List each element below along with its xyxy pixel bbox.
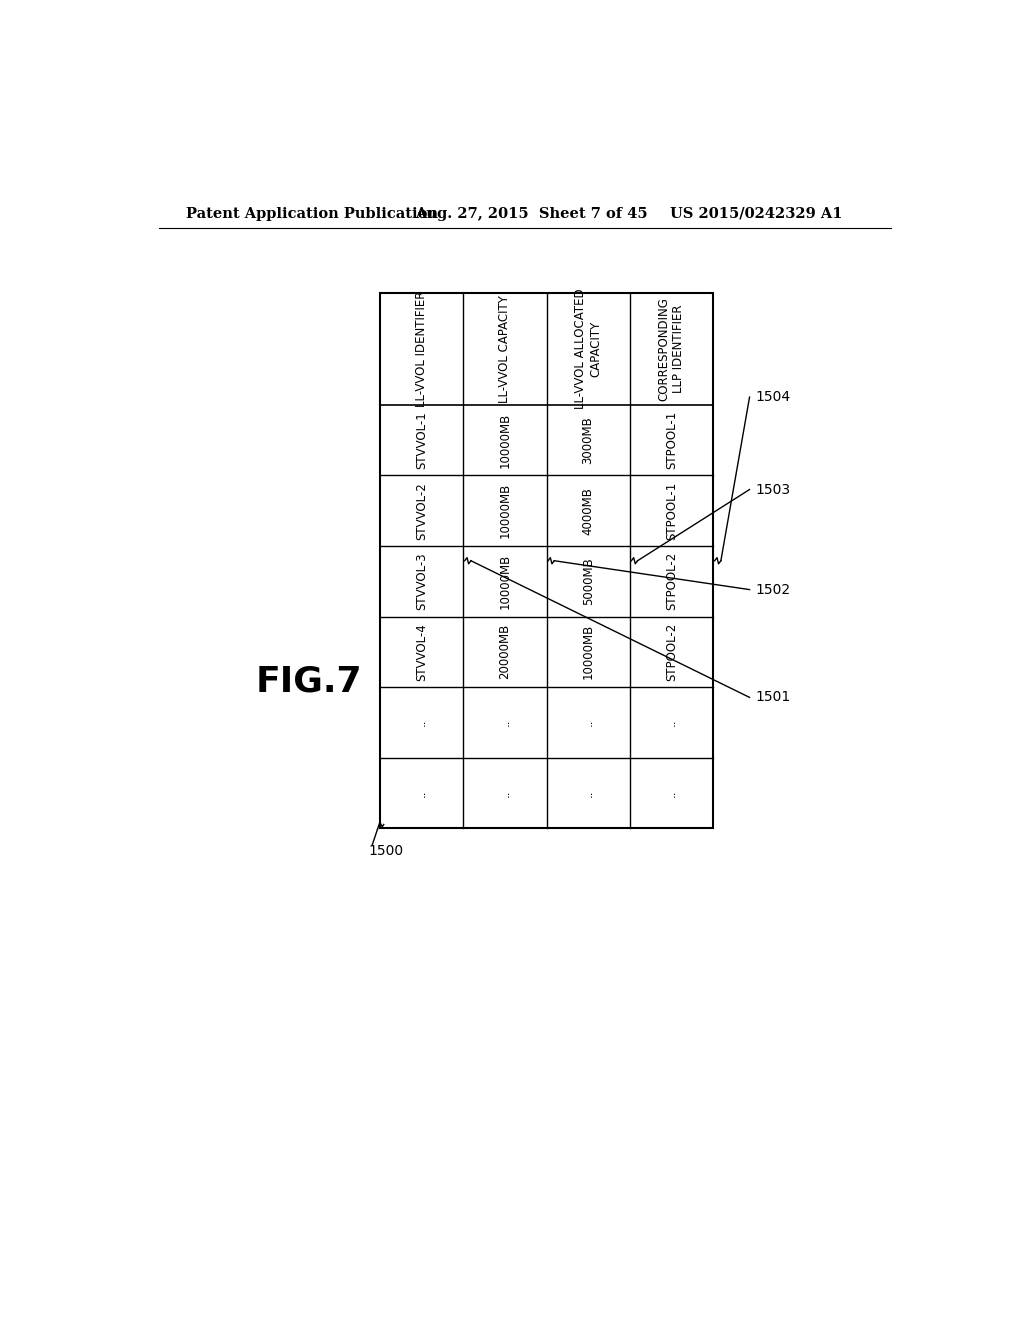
Text: 10000MB: 10000MB xyxy=(499,553,511,609)
Text: 1502: 1502 xyxy=(756,582,791,597)
Text: 1501: 1501 xyxy=(756,690,791,705)
Text: Patent Application Publication: Patent Application Publication xyxy=(186,207,438,220)
Text: 1504: 1504 xyxy=(756,391,791,404)
Bar xyxy=(380,293,713,829)
Text: STPOOL-2: STPOOL-2 xyxy=(665,623,678,681)
Text: STVVOL-2: STVVOL-2 xyxy=(415,482,428,540)
Text: LL-VVOL IDENTIFIER: LL-VVOL IDENTIFIER xyxy=(415,290,428,407)
Text: ..: .. xyxy=(415,718,428,726)
Text: LL-VVOL ALLOCATED
CAPACITY: LL-VVOL ALLOCATED CAPACITY xyxy=(574,289,602,409)
Text: 5000MB: 5000MB xyxy=(582,557,595,605)
Text: 3000MB: 3000MB xyxy=(582,416,595,463)
Text: ..: .. xyxy=(582,718,595,726)
Text: LL-VVOL CAPACITY: LL-VVOL CAPACITY xyxy=(499,296,511,403)
Text: 4000MB: 4000MB xyxy=(582,487,595,535)
Text: 1503: 1503 xyxy=(756,483,791,496)
Text: CORRESPONDING
LLP IDENTIFIER: CORRESPONDING LLP IDENTIFIER xyxy=(657,297,685,401)
Text: ..: .. xyxy=(665,789,678,797)
Text: FIG.7: FIG.7 xyxy=(256,665,362,700)
Text: STVVOL-4: STVVOL-4 xyxy=(415,623,428,681)
Text: STVVOL-3: STVVOL-3 xyxy=(415,553,428,610)
Text: 20000MB: 20000MB xyxy=(499,624,511,680)
Text: STPOOL-1: STPOOL-1 xyxy=(665,411,678,469)
Text: 10000MB: 10000MB xyxy=(499,483,511,539)
Text: US 2015/0242329 A1: US 2015/0242329 A1 xyxy=(671,207,843,220)
Text: ..: .. xyxy=(499,718,511,726)
Text: 10000MB: 10000MB xyxy=(582,624,595,680)
Text: Aug. 27, 2015  Sheet 7 of 45: Aug. 27, 2015 Sheet 7 of 45 xyxy=(415,207,647,220)
Text: 10000MB: 10000MB xyxy=(499,412,511,467)
Text: ..: .. xyxy=(499,789,511,797)
Text: STVVOL-1: STVVOL-1 xyxy=(415,412,428,469)
Text: STPOOL-2: STPOOL-2 xyxy=(665,552,678,610)
Text: ..: .. xyxy=(665,718,678,726)
Text: 1500: 1500 xyxy=(369,845,403,858)
Text: ..: .. xyxy=(415,789,428,797)
Text: STPOOL-1: STPOOL-1 xyxy=(665,482,678,540)
Text: ..: .. xyxy=(582,789,595,797)
